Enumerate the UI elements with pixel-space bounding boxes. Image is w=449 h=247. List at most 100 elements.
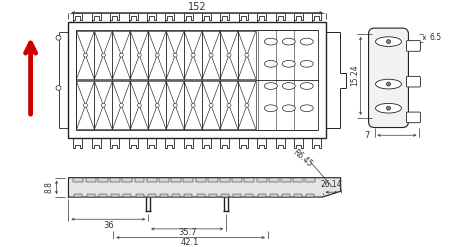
Bar (209, 194, 217, 197)
Ellipse shape (245, 53, 249, 57)
Polygon shape (147, 13, 156, 22)
Polygon shape (220, 138, 229, 148)
Bar (281, 178, 291, 182)
Bar (130, 81, 148, 129)
Ellipse shape (264, 61, 277, 67)
Polygon shape (220, 13, 229, 22)
Polygon shape (313, 13, 321, 22)
FancyBboxPatch shape (406, 76, 420, 87)
Bar (148, 81, 166, 129)
Ellipse shape (282, 83, 295, 89)
Polygon shape (110, 13, 119, 22)
Bar (123, 194, 131, 197)
FancyBboxPatch shape (369, 28, 409, 127)
Bar (75, 194, 83, 197)
Ellipse shape (155, 103, 159, 107)
Bar (94, 81, 112, 129)
Bar (257, 178, 267, 182)
Polygon shape (276, 138, 285, 148)
Polygon shape (92, 13, 101, 22)
Bar (86, 178, 96, 182)
Text: 35.7: 35.7 (178, 228, 196, 237)
Ellipse shape (282, 38, 295, 45)
Bar (111, 194, 119, 197)
Ellipse shape (264, 83, 277, 89)
Bar (238, 31, 256, 79)
Text: 26.14: 26.14 (321, 180, 343, 189)
Bar (76, 81, 94, 129)
Ellipse shape (173, 103, 177, 107)
Ellipse shape (84, 53, 88, 57)
Bar (293, 178, 303, 182)
Ellipse shape (137, 103, 141, 107)
Text: 8.8: 8.8 (44, 182, 53, 193)
Bar (147, 178, 157, 182)
Ellipse shape (191, 53, 195, 57)
Bar (130, 31, 148, 79)
Polygon shape (202, 13, 211, 22)
Polygon shape (184, 138, 193, 148)
Bar (202, 81, 220, 129)
Ellipse shape (191, 103, 195, 107)
Bar (282, 194, 290, 197)
Text: 6.5: 6.5 (429, 33, 441, 42)
FancyBboxPatch shape (406, 41, 420, 51)
Polygon shape (294, 138, 303, 148)
Ellipse shape (300, 61, 313, 67)
Ellipse shape (300, 105, 313, 112)
Text: 42.1: 42.1 (181, 238, 199, 247)
Bar (220, 31, 238, 79)
Polygon shape (74, 138, 83, 148)
Ellipse shape (209, 103, 213, 107)
Polygon shape (313, 138, 321, 148)
Ellipse shape (101, 53, 106, 57)
Bar (76, 30, 318, 130)
Polygon shape (257, 138, 266, 148)
Text: 36: 36 (103, 221, 114, 229)
Bar (221, 194, 229, 197)
Bar (307, 194, 314, 197)
Bar (233, 194, 241, 197)
Bar (238, 81, 256, 129)
Bar (208, 178, 218, 182)
Bar (166, 81, 184, 129)
Bar (220, 81, 238, 129)
Bar (94, 31, 112, 79)
Bar (110, 178, 120, 182)
Bar (135, 178, 145, 182)
Ellipse shape (300, 83, 313, 89)
Bar (112, 81, 130, 129)
Bar (112, 31, 130, 79)
Bar (220, 178, 230, 182)
Bar (74, 178, 84, 182)
Ellipse shape (56, 85, 61, 90)
Bar (232, 178, 242, 182)
Polygon shape (239, 13, 248, 22)
Bar (202, 31, 220, 79)
Bar (99, 194, 107, 197)
Ellipse shape (300, 38, 313, 45)
Polygon shape (92, 138, 101, 148)
Bar (171, 178, 181, 182)
Ellipse shape (375, 103, 401, 113)
Polygon shape (69, 178, 341, 197)
Bar (69, 22, 326, 138)
Ellipse shape (264, 105, 277, 112)
Ellipse shape (375, 79, 401, 89)
Bar (294, 194, 302, 197)
Polygon shape (128, 13, 137, 22)
Bar (87, 194, 95, 197)
Bar (184, 81, 202, 129)
Bar (172, 194, 180, 197)
Polygon shape (294, 13, 303, 22)
Polygon shape (184, 13, 193, 22)
Bar (244, 178, 255, 182)
Text: R6.45: R6.45 (291, 148, 314, 169)
Bar (148, 194, 156, 197)
Polygon shape (276, 13, 285, 22)
Bar (184, 31, 202, 79)
Ellipse shape (209, 53, 213, 57)
Polygon shape (257, 13, 266, 22)
Bar (258, 194, 266, 197)
Text: 152: 152 (188, 2, 207, 12)
